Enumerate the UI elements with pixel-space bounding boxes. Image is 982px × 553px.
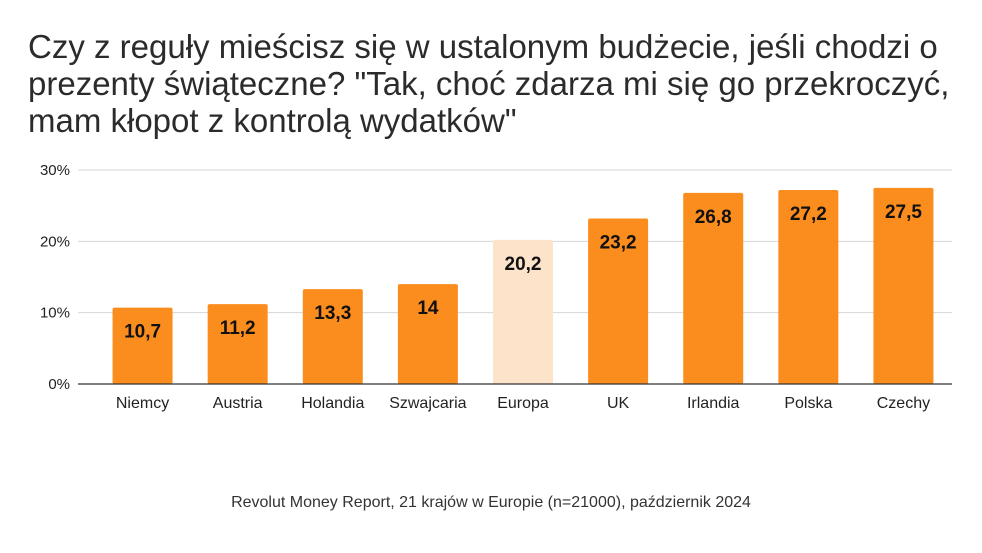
chart-title: Czy z reguły mieścisz się w ustalonym bu…	[28, 28, 950, 139]
x-tick-label: Szwajcaria	[389, 395, 466, 412]
data-label: 13,3	[314, 303, 351, 324]
data-label: 10,7	[124, 322, 161, 343]
x-tick-label: Irlandia	[687, 395, 740, 412]
bar	[588, 218, 649, 384]
bar	[493, 239, 553, 384]
source-note: Revolut Money Report, 21 krajów w Europi…	[231, 494, 751, 511]
bar	[683, 192, 744, 384]
x-tick-label: Austria	[213, 395, 263, 412]
bar	[778, 189, 839, 384]
bar	[207, 304, 268, 384]
y-tick-label: 20%	[40, 233, 70, 250]
data-label: 26,8	[695, 207, 732, 228]
x-tick-label: Europa	[497, 395, 549, 412]
data-label: 14	[417, 298, 439, 319]
data-label: 27,2	[790, 204, 827, 225]
bar	[873, 187, 934, 384]
x-tick-label: UK	[607, 395, 630, 412]
bar	[397, 284, 458, 384]
x-tick-label: Czechy	[877, 395, 930, 412]
x-tick-label: Polska	[784, 395, 832, 412]
x-tick-label: Holandia	[301, 395, 364, 412]
data-label: 11,2	[220, 318, 256, 339]
data-label: 20,2	[505, 254, 542, 275]
y-tick-label: 0%	[48, 376, 70, 393]
bar	[112, 307, 173, 384]
x-tick-label: Niemcy	[116, 395, 169, 412]
y-tick-label: 10%	[40, 305, 70, 322]
y-tick-label: 30%	[40, 162, 70, 179]
bar	[302, 289, 363, 384]
data-label: 23,2	[600, 233, 637, 254]
data-label: 27,5	[885, 202, 922, 223]
